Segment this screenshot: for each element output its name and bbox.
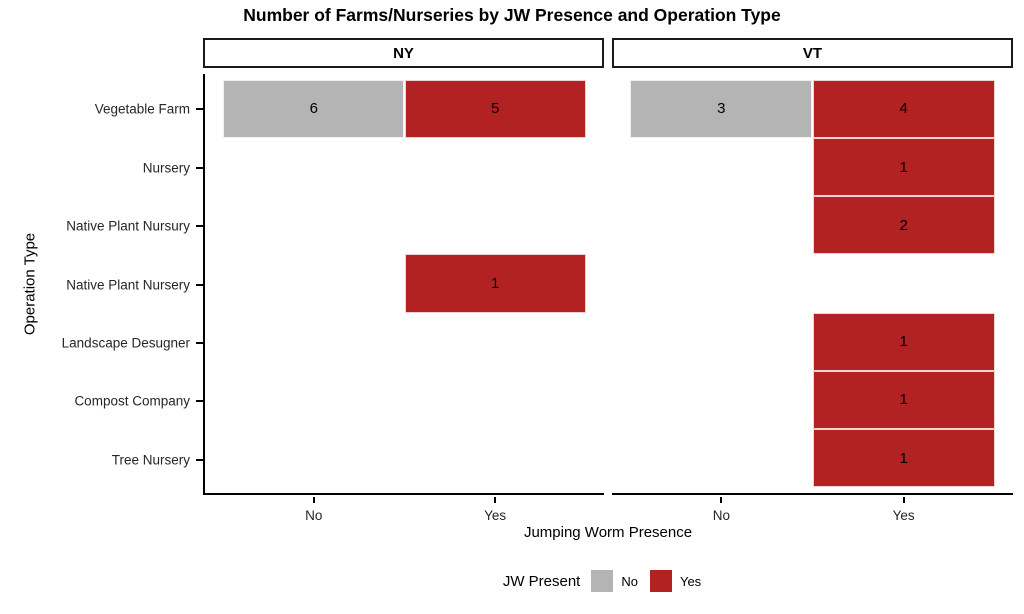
y-tick — [196, 225, 203, 228]
bar-vt-yes: 1 — [812, 370, 995, 429]
bar-count-label: 1 — [899, 333, 908, 351]
legend-title: JW Present — [502, 572, 581, 590]
x-tick-label: Yes — [892, 508, 915, 523]
y-tick — [196, 166, 203, 169]
y-tick — [196, 283, 203, 286]
legend-item-yes: Yes — [649, 570, 702, 592]
y-tick — [196, 108, 203, 111]
legend: JW Present No Yes — [203, 566, 1013, 596]
bar-count-label: 1 — [899, 391, 908, 409]
x-tick — [312, 497, 315, 503]
legend-item-no: No — [591, 570, 638, 592]
bar-vt-yes: 1 — [812, 428, 995, 488]
bar-vt-yes: 1 — [812, 138, 995, 197]
y-tick-label: Native Plant Nursery — [66, 277, 190, 292]
x-tick — [494, 497, 497, 503]
y-tick — [196, 400, 203, 403]
x-tick-label: No — [305, 508, 323, 523]
y-tick-label: Vegetable Farm — [94, 101, 190, 117]
bar-vt-yes: 2 — [812, 196, 995, 255]
x-tick-label: Yes — [484, 508, 507, 523]
x-axis-title: Jumping Worm Presence — [523, 524, 693, 541]
bar-count-label: 5 — [491, 100, 500, 118]
bar-count-label: 1 — [899, 449, 908, 467]
bar-vt-no: 3 — [630, 79, 813, 138]
y-tick — [196, 341, 203, 344]
bar-vt-yes: 4 — [812, 79, 995, 138]
y-tick — [196, 458, 203, 461]
bar-count-label: 2 — [899, 216, 908, 234]
bar-ny-yes: 5 — [404, 79, 586, 138]
facet-panel-ny: No Yes 6 5 1 — [203, 74, 604, 523]
x-tick — [902, 497, 905, 503]
legend-swatch-no — [591, 570, 614, 592]
bar-count-label: 3 — [717, 100, 726, 118]
bar-ny-yes: 1 — [404, 254, 586, 313]
legend-label-yes: Yes — [679, 573, 702, 589]
bar-ny-no: 6 — [223, 79, 405, 138]
chart-title: Number of Farms/Nurseries by JW Presence… — [243, 5, 781, 25]
x-tick — [720, 497, 723, 503]
legend-label-no: No — [621, 573, 638, 589]
bar-count-label: 1 — [899, 158, 908, 176]
legend-swatch-yes — [649, 570, 672, 592]
y-tick-label: Landscape Desugner — [61, 335, 190, 351]
y-tick-label: Native Plant Nursury — [66, 218, 190, 234]
facet-strip-vt: VT — [612, 38, 1013, 68]
bar-vt-yes: 1 — [812, 312, 995, 371]
y-tick-label: Nursery — [142, 160, 190, 176]
y-tick-label: Compost Company — [74, 393, 190, 409]
bar-count-label: 1 — [491, 274, 500, 292]
bar-count-label: 6 — [309, 100, 318, 118]
y-tick-label: Tree Nursery — [111, 452, 190, 468]
x-tick-label: No — [712, 508, 730, 523]
bar-count-label: 4 — [899, 100, 908, 118]
facet-strip-ny: NY — [203, 38, 604, 68]
facet-panel-vt: No Yes 3 4 1 2 1 1 1 — [612, 74, 1013, 523]
